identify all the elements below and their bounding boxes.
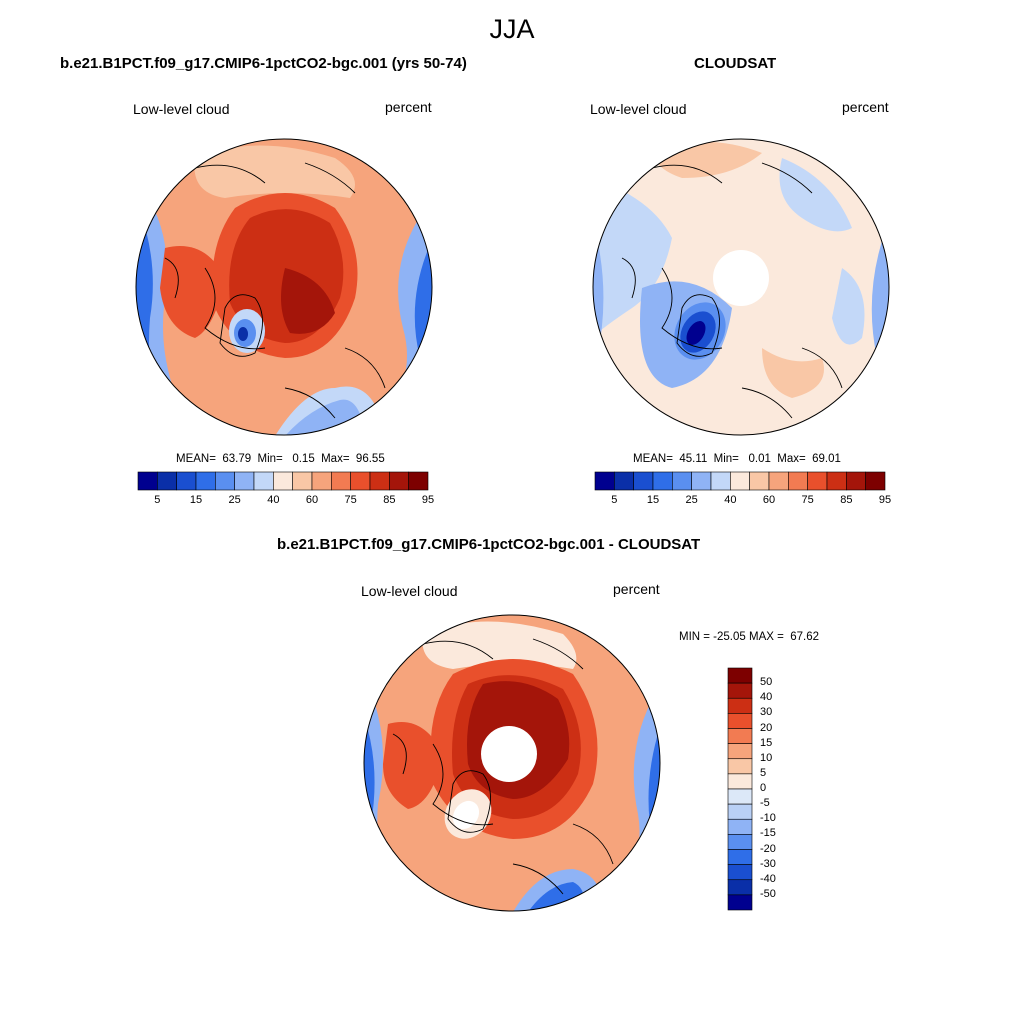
panel-obs-colorbar-ticks: 5 15 25 40 60 75 85 95 bbox=[595, 494, 891, 508]
panel-obs-colorbar-tick-label: 60 bbox=[762, 494, 776, 506]
panel-diff-colorbar-tick-label: -10 bbox=[760, 812, 776, 825]
panel-model-colorbar-box bbox=[253, 471, 274, 491]
panel-diff-colorbar-box bbox=[727, 879, 753, 896]
panel-obs-title: CLOUDSAT bbox=[694, 55, 777, 72]
panel-model-colorbar-tick-label: 5 bbox=[154, 494, 161, 506]
panel-diff-colorbar-box bbox=[727, 864, 753, 881]
panel-obs-colorbar-box bbox=[826, 471, 847, 491]
panel-diff-colorbar-tick-label: -40 bbox=[760, 872, 776, 885]
panel-obs-colorbar-box bbox=[614, 471, 634, 491]
panel-obs-colorbar-box bbox=[788, 471, 808, 491]
panel-model-colorbar bbox=[137, 471, 429, 491]
panel-obs-colorbar-box bbox=[749, 471, 770, 491]
panel-model-colorbar-box bbox=[215, 471, 235, 491]
panel-obs-colorbar-tick-label: 85 bbox=[840, 494, 853, 506]
panel-diff-colorbar-box bbox=[727, 713, 753, 729]
panel-model-colorbar-box bbox=[311, 471, 332, 491]
panel-diff-colorbar-tick-label: 10 bbox=[760, 751, 773, 764]
panel-obs-colorbar-box bbox=[807, 471, 828, 491]
panel-obs-colorbar-box bbox=[652, 471, 673, 491]
panel-model-colorbar-box bbox=[292, 471, 313, 491]
panel-diff-colorbar-box bbox=[727, 682, 753, 699]
panel-model-colorbar-tick-label: 40 bbox=[267, 494, 280, 506]
panel-diff-colorbar-tick-label: 15 bbox=[760, 736, 773, 749]
panel-diff-colorbar-tick-label: -5 bbox=[760, 797, 770, 810]
panel-obs-variable-label: Low-level cloud bbox=[590, 101, 687, 117]
panel-diff-colorbar-box bbox=[727, 803, 753, 820]
panel-model-colorbar-box bbox=[389, 471, 409, 491]
panel-model-colorbar-box bbox=[195, 471, 216, 491]
panel-obs-colorbar-box bbox=[672, 471, 692, 491]
panel-diff-colorbar-tick-label: 0 bbox=[760, 782, 767, 794]
panel-model-variable-label: Low-level cloud bbox=[133, 101, 230, 117]
panel-diff-colorbar-tick-label: 20 bbox=[760, 721, 773, 734]
panel-obs-colorbar-box bbox=[730, 471, 750, 491]
panel-obs-colorbar-tick-label: 95 bbox=[878, 494, 892, 506]
panel-diff-colorbar-box bbox=[727, 743, 753, 760]
panel-diff-colorbar-box bbox=[727, 758, 753, 775]
panel-model-colorbar-tick-label: 75 bbox=[344, 494, 357, 506]
panel-model-colorbar-box bbox=[331, 471, 351, 491]
panel-diff-colorbar-tick-label: 40 bbox=[760, 691, 773, 704]
panel-diff-colorbar-box bbox=[727, 849, 753, 865]
panel-diff-colorbar-box bbox=[727, 728, 753, 744]
panel-diff-colorbar-tick-label: -50 bbox=[760, 887, 776, 900]
panel-diff-colorbar-tick-label: -20 bbox=[760, 842, 776, 855]
panel-obs-colorbar-tick-label: 5 bbox=[611, 494, 618, 506]
panel-diff-colorbar-tick-label: 5 bbox=[760, 766, 767, 779]
panel-diff-colorbar-tick-label: -15 bbox=[760, 827, 776, 840]
panel-diff-title: b.e21.B1PCT.f09_g17.CMIP6-1pctCO2-bgc.00… bbox=[277, 536, 701, 553]
panel-model-title: b.e21.B1PCT.f09_g17.CMIP6-1pctCO2-bgc.00… bbox=[60, 55, 467, 72]
panel-model-colorbar-box bbox=[350, 471, 371, 491]
panel-diff-units-label: percent bbox=[613, 581, 660, 597]
panel-model-polar-map bbox=[135, 138, 433, 436]
panel-obs-colorbar-box bbox=[633, 471, 654, 491]
panel-model-stats: MEAN= 63.79 Min= 0.15 Max= 96.55 bbox=[176, 453, 385, 465]
panel-diff-polar-map bbox=[363, 614, 661, 912]
panel-diff-colorbar-box bbox=[727, 818, 753, 835]
panel-obs-polar-map bbox=[592, 138, 890, 436]
panel-model-colorbar-tick-label: 15 bbox=[189, 494, 203, 506]
panel-model-colorbar-tick-label: 95 bbox=[421, 494, 435, 506]
panel-obs-colorbar-box bbox=[710, 471, 731, 491]
panel-model-colorbar-box bbox=[408, 471, 429, 491]
panel-diff-colorbar-tick-label: -30 bbox=[760, 857, 776, 870]
panel-diff-colorbar-box bbox=[727, 834, 753, 850]
panel-diff-colorbar-box bbox=[727, 697, 753, 714]
panel-diff-minmax: MIN = -25.05 MAX = 67.62 bbox=[679, 631, 819, 643]
panel-obs-colorbar-tick-label: 75 bbox=[801, 494, 814, 506]
panel-obs-units-label: percent bbox=[842, 99, 889, 115]
panel-obs-colorbar bbox=[594, 471, 886, 491]
panel-diff-colorbar-ticks: 50 40 30 20 15 10 5 0 -5 -10 -15 -20 -30 -40 -50 bbox=[760, 668, 800, 910]
panel-model-colorbar-box bbox=[176, 471, 197, 491]
panel-obs-stats: MEAN= 45.11 Min= 0.01 Max= 69.01 bbox=[633, 453, 841, 465]
panel-diff-colorbar-box bbox=[727, 773, 753, 790]
panel-model-colorbar-ticks: 5 15 25 40 60 75 85 95 bbox=[138, 494, 434, 508]
panel-model-colorbar-box bbox=[369, 471, 390, 491]
panel-model-colorbar-box bbox=[273, 471, 293, 491]
panel-obs-colorbar-tick-label: 40 bbox=[724, 494, 737, 506]
panel-model-colorbar-tick-label: 60 bbox=[305, 494, 319, 506]
panel-diff-colorbar bbox=[727, 667, 753, 911]
panel-diff-colorbar-box bbox=[727, 788, 753, 805]
panel-model-units-label: percent bbox=[385, 99, 432, 115]
panel-model-colorbar-box bbox=[157, 471, 177, 491]
panel-diff-colorbar-tick-label: 30 bbox=[760, 706, 773, 719]
panel-model-colorbar-box bbox=[137, 471, 158, 491]
panel-diff-colorbar-box bbox=[727, 894, 753, 911]
panel-obs-colorbar-tick-label: 15 bbox=[646, 494, 660, 506]
panel-model-colorbar-tick-label: 25 bbox=[228, 494, 241, 506]
figure-title: JJA bbox=[489, 14, 535, 44]
panel-diff-variable-label: Low-level cloud bbox=[361, 583, 458, 599]
panel-model-colorbar-tick-label: 85 bbox=[383, 494, 396, 506]
panel-obs-colorbar-box bbox=[691, 471, 712, 491]
panel-diff-colorbar-box bbox=[727, 667, 753, 684]
panel-obs-colorbar-tick-label: 25 bbox=[685, 494, 698, 506]
panel-model-colorbar-box bbox=[234, 471, 255, 491]
panel-obs-colorbar-box bbox=[865, 471, 886, 491]
panel-obs-colorbar-box bbox=[846, 471, 866, 491]
panel-obs-colorbar-box bbox=[768, 471, 789, 491]
panel-obs-colorbar-box bbox=[594, 471, 615, 491]
panel-diff-colorbar-tick-label: 50 bbox=[760, 676, 773, 689]
